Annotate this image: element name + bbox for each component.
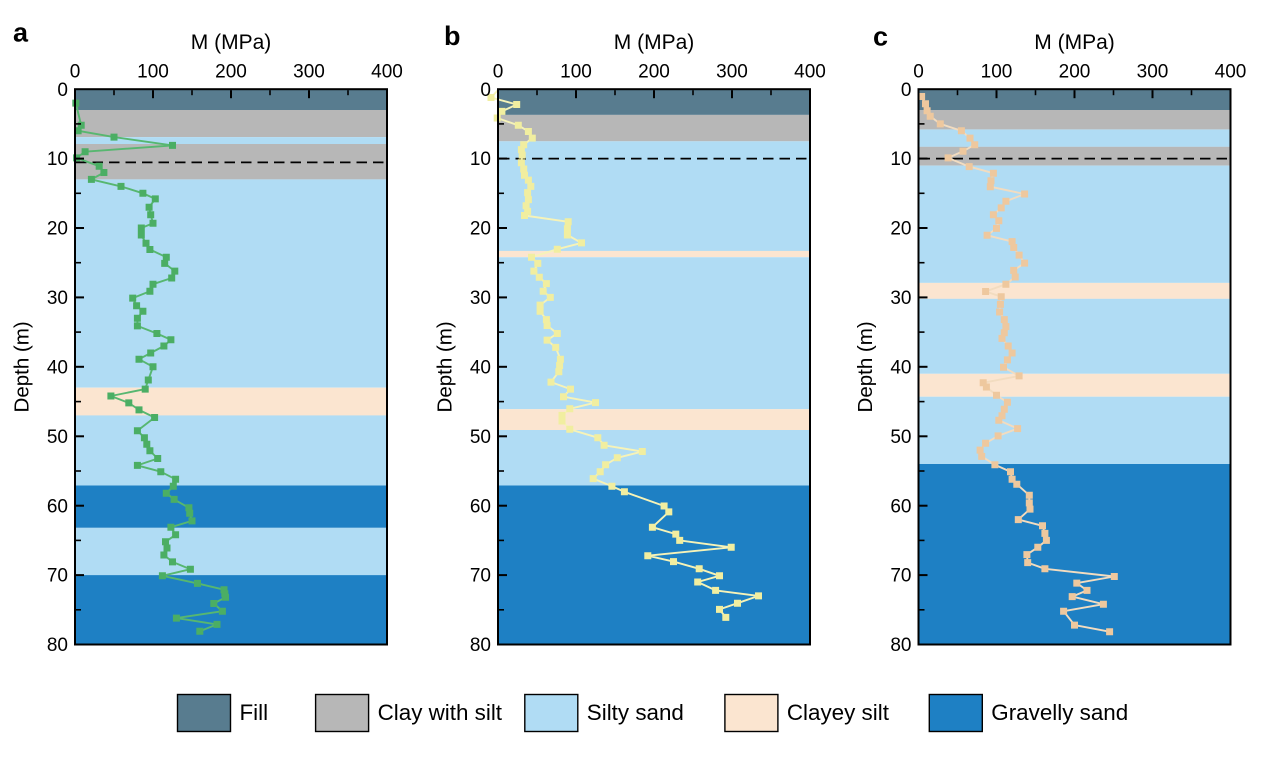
svg-text:Depth (m): Depth (m) [434, 321, 457, 412]
svg-text:40: 40 [890, 357, 911, 378]
svg-text:300: 300 [293, 62, 325, 83]
svg-text:0: 0 [57, 80, 68, 101]
svg-text:200: 200 [1059, 62, 1091, 83]
svg-text:50: 50 [890, 427, 911, 448]
svg-text:20: 20 [890, 219, 911, 240]
svg-text:60: 60 [890, 496, 911, 517]
svg-text:20: 20 [470, 219, 491, 240]
svg-text:80: 80 [890, 635, 911, 656]
svg-text:100: 100 [137, 62, 169, 83]
svg-text:10: 10 [47, 149, 68, 170]
svg-text:200: 200 [215, 62, 247, 83]
svg-text:Clay with silt: Clay with silt [378, 700, 503, 725]
svg-text:0: 0 [913, 62, 924, 83]
svg-text:30: 30 [890, 288, 911, 309]
svg-text:30: 30 [470, 288, 491, 309]
svg-text:200: 200 [638, 62, 670, 83]
svg-text:0: 0 [480, 80, 491, 101]
svg-text:70: 70 [470, 566, 491, 587]
svg-text:70: 70 [890, 566, 911, 587]
svg-text:40: 40 [470, 357, 491, 378]
svg-text:0: 0 [901, 80, 912, 101]
svg-text:20: 20 [47, 219, 68, 240]
svg-text:M (MPa): M (MPa) [614, 31, 695, 54]
svg-text:10: 10 [470, 149, 491, 170]
svg-text:60: 60 [470, 496, 491, 517]
svg-text:400: 400 [371, 62, 403, 83]
svg-text:0: 0 [493, 62, 504, 83]
svg-text:0: 0 [70, 62, 81, 83]
svg-text:50: 50 [47, 427, 68, 448]
svg-text:a: a [13, 18, 29, 48]
svg-text:50: 50 [470, 427, 491, 448]
svg-text:Depth (m): Depth (m) [854, 321, 877, 412]
svg-text:Silty sand: Silty sand [587, 700, 684, 725]
svg-text:M (MPa): M (MPa) [1034, 31, 1115, 54]
svg-text:400: 400 [1215, 62, 1247, 83]
svg-text:c: c [873, 22, 888, 52]
svg-text:80: 80 [470, 635, 491, 656]
svg-text:100: 100 [560, 62, 592, 83]
svg-text:10: 10 [890, 149, 911, 170]
svg-text:100: 100 [981, 62, 1013, 83]
svg-text:70: 70 [47, 566, 68, 587]
svg-text:Clayey silt: Clayey silt [787, 700, 890, 725]
svg-text:400: 400 [794, 62, 826, 83]
svg-text:300: 300 [1137, 62, 1169, 83]
svg-text:60: 60 [47, 496, 68, 517]
svg-text:b: b [444, 21, 461, 51]
svg-text:80: 80 [47, 635, 68, 656]
svg-text:Fill: Fill [240, 700, 269, 725]
svg-text:300: 300 [716, 62, 748, 83]
svg-text:40: 40 [47, 357, 68, 378]
svg-text:Gravelly sand: Gravelly sand [991, 700, 1128, 725]
svg-text:30: 30 [47, 288, 68, 309]
svg-text:M (MPa): M (MPa) [191, 31, 272, 54]
svg-text:Depth (m): Depth (m) [11, 321, 34, 412]
